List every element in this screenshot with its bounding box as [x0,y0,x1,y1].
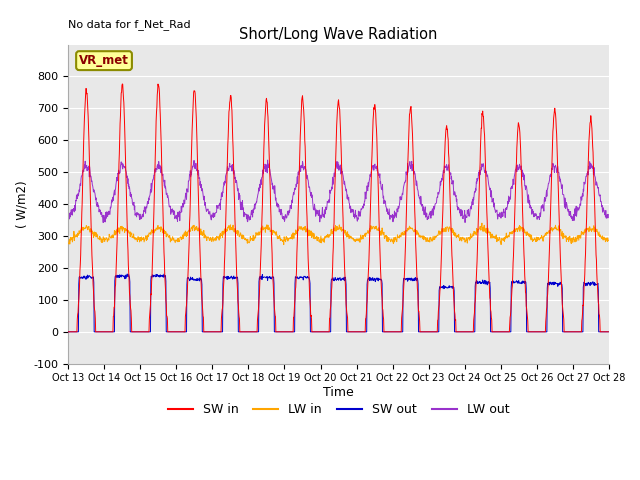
Text: VR_met: VR_met [79,54,129,67]
Text: No data for f_Net_Rad: No data for f_Net_Rad [68,19,191,30]
Legend: SW in, LW in, SW out, LW out: SW in, LW in, SW out, LW out [163,398,515,421]
Title: Short/Long Wave Radiation: Short/Long Wave Radiation [239,27,438,42]
X-axis label: Time: Time [323,386,354,399]
Y-axis label: ( W/m2): ( W/m2) [15,180,28,228]
